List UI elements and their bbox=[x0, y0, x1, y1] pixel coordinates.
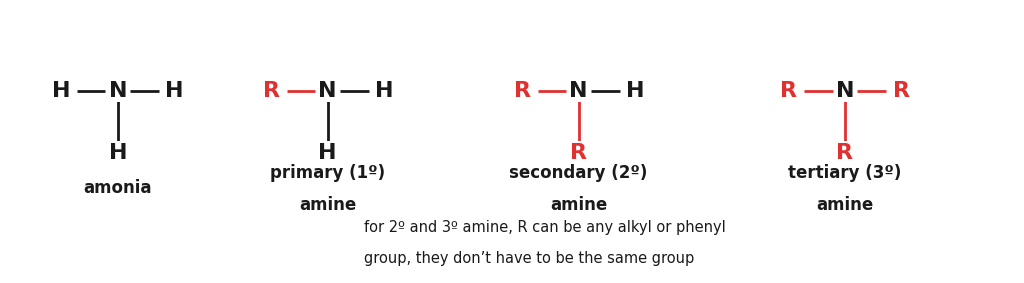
Text: for 2º and 3º amine, R can be any alkyl or phenyl: for 2º and 3º amine, R can be any alkyl … bbox=[364, 220, 725, 235]
Text: R: R bbox=[780, 81, 797, 100]
Text: N: N bbox=[109, 81, 127, 100]
Text: amine: amine bbox=[550, 196, 607, 214]
Text: N: N bbox=[836, 81, 854, 100]
Text: R: R bbox=[893, 81, 909, 100]
Text: primary (1º): primary (1º) bbox=[270, 164, 385, 182]
Text: group, they don’t have to be the same group: group, they don’t have to be the same gr… bbox=[364, 251, 694, 267]
Text: H: H bbox=[109, 143, 127, 163]
Text: R: R bbox=[570, 143, 587, 163]
Text: amonia: amonia bbox=[84, 179, 152, 197]
Text: secondary (2º): secondary (2º) bbox=[509, 164, 648, 182]
Text: tertiary (3º): tertiary (3º) bbox=[788, 164, 901, 182]
Text: H: H bbox=[626, 81, 644, 100]
Text: R: R bbox=[514, 81, 530, 100]
Text: R: R bbox=[837, 143, 853, 163]
Text: amine: amine bbox=[816, 196, 873, 214]
Text: N: N bbox=[569, 81, 588, 100]
Text: N: N bbox=[318, 81, 337, 100]
Text: H: H bbox=[165, 81, 183, 100]
Text: H: H bbox=[318, 143, 337, 163]
Text: amine: amine bbox=[299, 196, 356, 214]
Text: H: H bbox=[52, 81, 71, 100]
Text: R: R bbox=[263, 81, 280, 100]
Text: H: H bbox=[375, 81, 393, 100]
